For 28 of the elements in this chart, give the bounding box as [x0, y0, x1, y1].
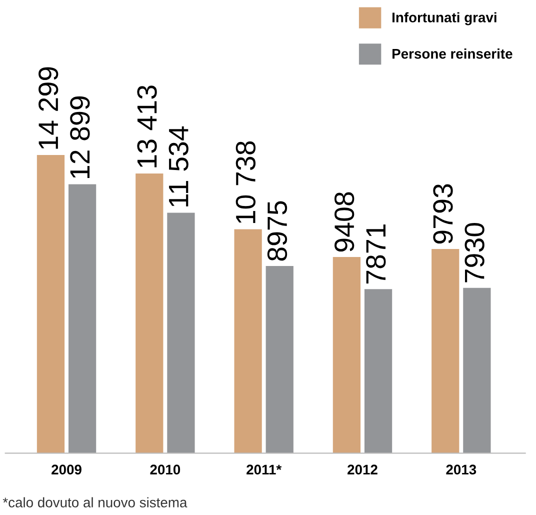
data-label: 9793 [433, 184, 453, 244]
x-tick-label: 2012 [348, 464, 378, 475]
x-tick-label: 2009 [52, 464, 82, 475]
data-label: 10 738 [236, 141, 256, 224]
data-label: 9408 [334, 192, 354, 252]
bar [463, 288, 491, 454]
bar [136, 174, 164, 454]
bar [234, 229, 262, 454]
bar [36, 155, 65, 454]
data-label: 14 299 [38, 67, 58, 149]
legend-label: Persone reinserite [392, 48, 512, 59]
x-tick-label: 2013 [446, 464, 476, 475]
data-label: 7871 [366, 224, 386, 284]
text: *calo dovuto al nuovo sistema [2, 497, 188, 508]
data-label: 8975 [267, 201, 288, 261]
legend-label: Infortunati gravi [392, 12, 496, 26]
data-label: 13 413 [137, 86, 157, 168]
data-label: 7930 [464, 222, 484, 282]
data-label: 11 534 [168, 126, 188, 206]
bar [364, 289, 392, 454]
x-tick-label: 2010 [150, 464, 180, 475]
bar [68, 184, 96, 454]
bar [266, 266, 294, 454]
bar [432, 249, 460, 454]
bar [332, 257, 361, 454]
x-tick-label: 2011* [246, 464, 282, 475]
data-label: 12 899 [70, 96, 90, 178]
bar [167, 212, 195, 454]
